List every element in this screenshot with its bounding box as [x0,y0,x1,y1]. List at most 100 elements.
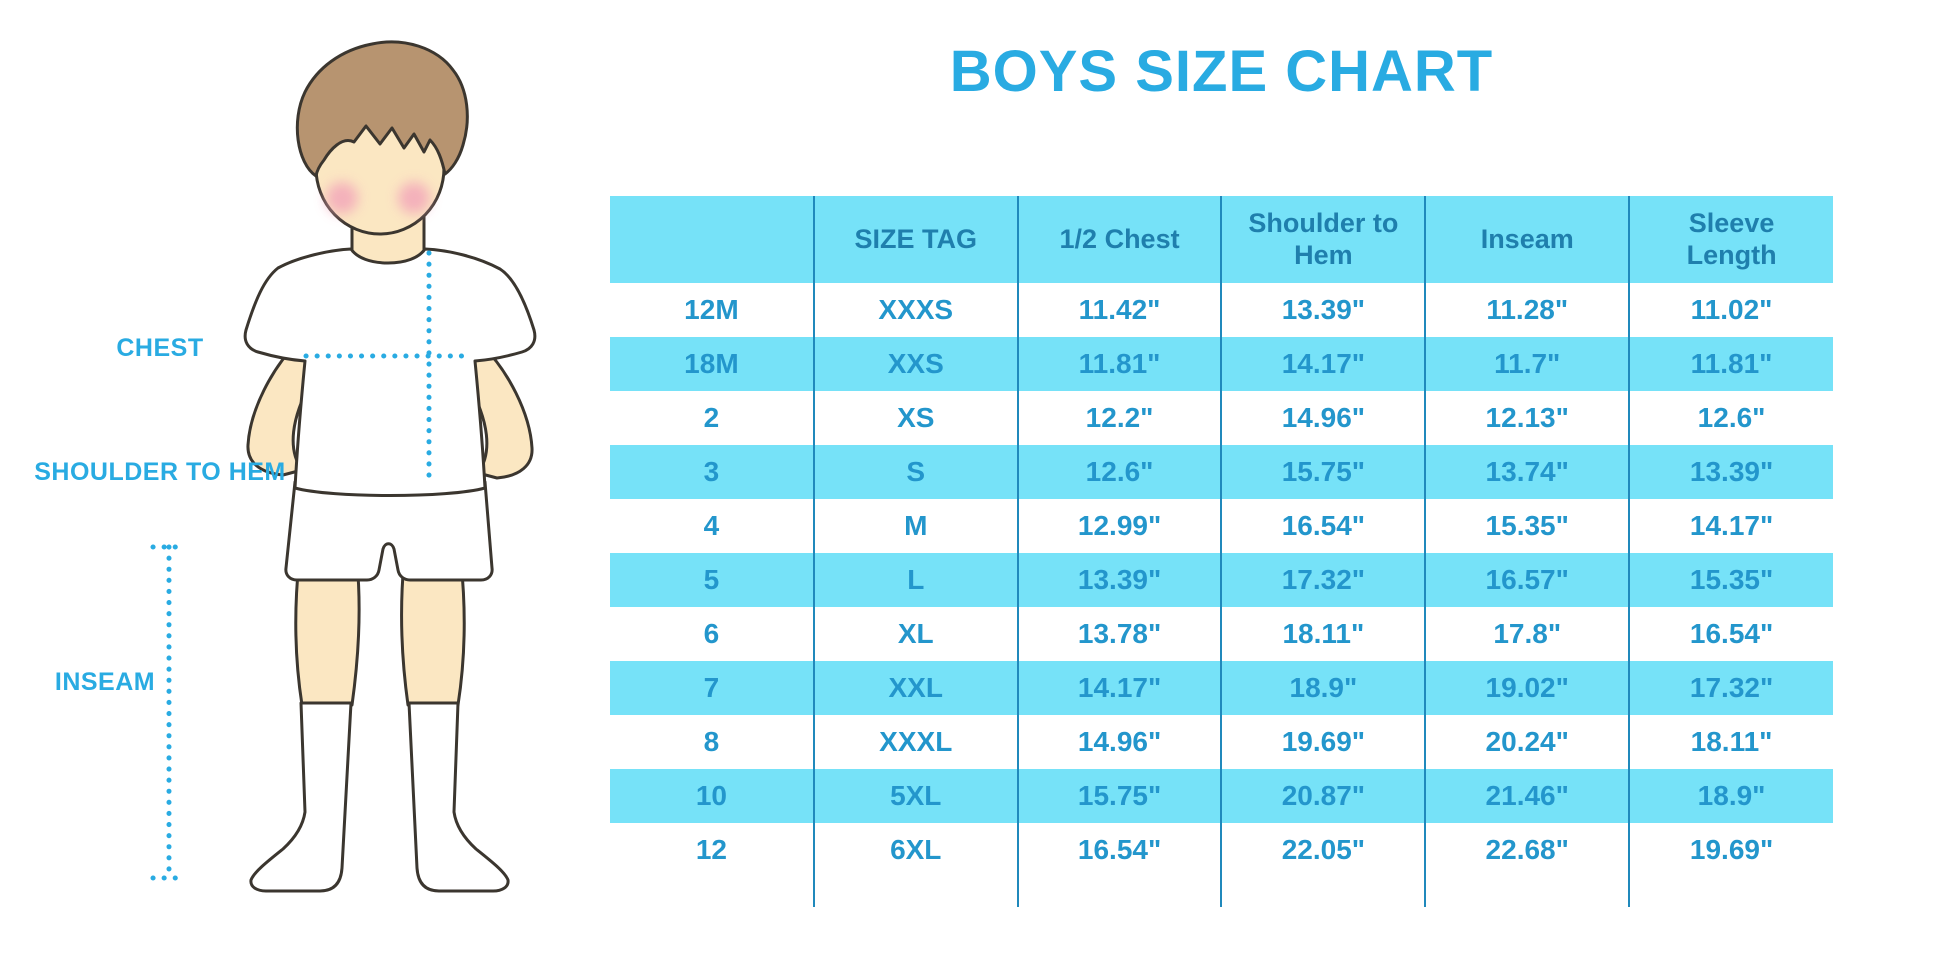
value-cell: 18.9" [1220,661,1426,715]
value-cell: 11.28" [1424,283,1630,337]
value-cell: 11.81" [1628,337,1833,391]
shoulder-to-hem-label: SHOULDER TO HEM [34,458,286,486]
value-cell: 13.74" [1424,445,1630,499]
table-row: 6 XL 13.78" 18.11" 17.8" 16.54" [610,607,1833,661]
value-cell: 14.96" [1016,715,1222,769]
value-cell: 12.99" [1016,499,1222,553]
value-cell: 12.6" [1016,445,1222,499]
table-row: 18M XXS 11.81" 14.17" 11.7" 11.81" [610,337,1833,391]
right-sock [407,701,510,893]
value-cell: 15.35" [1424,499,1630,553]
table-row: 8 XXXL 14.96" 19.69" 20.24" 18.11" [610,715,1833,769]
value-cell: 20.24" [1424,715,1630,769]
size-cell: 3 [703,456,720,487]
size-cell: 6 [703,618,720,649]
table-row: 7 XXL 14.17" 18.9" 19.02" 17.32" [610,661,1833,715]
value-cell: 16.57" [1424,553,1630,607]
value-cell: XXXL [812,715,1018,769]
chest-label: CHEST [116,334,204,362]
value-cell: 12.2" [1016,391,1222,445]
page-title: BOYS SIZE CHART [949,39,1494,104]
value-cell: 16.54" [1220,499,1426,553]
value-cell: 12.6" [1628,391,1833,445]
value-cell: 18.11" [1628,715,1833,769]
size-cell: 12M [684,294,739,325]
table-row: 10 5XL 15.75" 20.87" 21.46" 18.9" [610,769,1833,823]
shorts [284,480,494,582]
cheeks [326,182,430,214]
value-cell: XXL [812,661,1018,715]
inseam-label: INSEAM [54,668,156,696]
value-cell: 13.39" [1628,445,1833,499]
size-cell: 4 [703,510,720,541]
left-arm [246,340,321,477]
left-leg [294,560,361,707]
value-cell: 13.39" [1016,553,1222,607]
value-cell: 13.39" [1220,283,1426,337]
value-cell: L [812,553,1018,607]
right-arm [459,343,534,480]
size-cell: 18M [684,348,739,379]
value-cell: 11.42" [1016,283,1222,337]
value-cell: 11.81" [1016,337,1222,391]
value-cell: 21.46" [1424,769,1630,823]
left-sock [249,701,353,893]
value-cell: 14.17" [1016,661,1222,715]
header-half-chest: 1/2 Chest [1016,196,1222,283]
header-inseam: Inseam [1424,196,1630,283]
value-cell: 17.8" [1424,607,1630,661]
value-cell: 17.32" [1628,661,1833,715]
header-size [610,196,814,283]
value-cell: S [812,445,1018,499]
value-cell: 20.87" [1220,769,1426,823]
header-sleeve-length: Sleeve Length [1628,196,1833,283]
boy-illustration-svg [150,40,537,893]
value-cell: XL [812,607,1018,661]
size-cell: 10 [695,780,727,811]
hair [295,40,469,178]
table-row: 3 S 12.6" 15.75" 13.74" 13.39" [610,445,1833,499]
value-cell: XXXS [812,283,1018,337]
value-cell: 15.75" [1220,445,1426,499]
size-cell: 7 [703,672,720,703]
table-row: 2 XS 12.2" 14.96" 12.13" 12.6" [610,391,1833,445]
value-cell: 18.9" [1628,769,1833,823]
table-row: 5 L 13.39" 17.32" 16.57" 15.35" [610,553,1833,607]
header-row: SIZE TAG 1/2 Chest Shoulder to Hem Insea… [610,196,1833,283]
size-table: SIZE TAG 1/2 Chest Shoulder to Hem Insea… [610,196,1833,907]
value-cell: XXS [812,337,1018,391]
value-cell: M [812,499,1018,553]
value-cell: 15.35" [1628,553,1833,607]
right-leg [400,560,466,707]
size-cell: 5 [703,564,720,595]
boy-illustration: CHEST SHOULDER TO HEM INSEAM [0,0,560,973]
value-cell: 18.11" [1220,607,1426,661]
value-cell: 19.02" [1424,661,1630,715]
value-cell: 19.69" [1220,715,1426,769]
value-cell: 15.75" [1016,769,1222,823]
t-shirt [243,247,537,497]
value-cell: 22.68" [1424,823,1630,877]
value-cell: 6XL [812,823,1018,877]
table-row: 12M XXXS 11.42" 13.39" 11.28" 11.02" [610,283,1833,337]
header-size-tag: SIZE TAG [812,196,1018,283]
chart-content: BOYS SIZE CHART SIZE TAG 1/2 Chest Shoul… [610,0,1833,907]
value-cell: 16.54" [1016,823,1222,877]
value-cell: 14.17" [1628,499,1833,553]
value-cell: 12.13" [1424,391,1630,445]
size-cell: 2 [703,402,720,433]
value-cell: 19.69" [1628,823,1833,877]
header-shoulder-to-hem: Shoulder to Hem [1220,196,1426,283]
size-cell: 8 [703,726,720,757]
divider-extension-row [610,877,1833,907]
value-cell: 17.32" [1220,553,1426,607]
value-cell: 14.17" [1220,337,1426,391]
value-cell: 22.05" [1220,823,1426,877]
size-cell: 12 [695,834,727,865]
table-row: 4 M 12.99" 16.54" 15.35" 14.17" [610,499,1833,553]
size-table-body: 12M XXXS 11.42" 13.39" 11.28" 11.02" 18M XXS 11.… [610,283,1833,877]
value-cell: 13.78" [1016,607,1222,661]
size-table-header: SIZE TAG 1/2 Chest Shoulder to Hem Insea… [610,196,1833,283]
value-cell: XS [812,391,1018,445]
value-cell: 5XL [812,769,1018,823]
